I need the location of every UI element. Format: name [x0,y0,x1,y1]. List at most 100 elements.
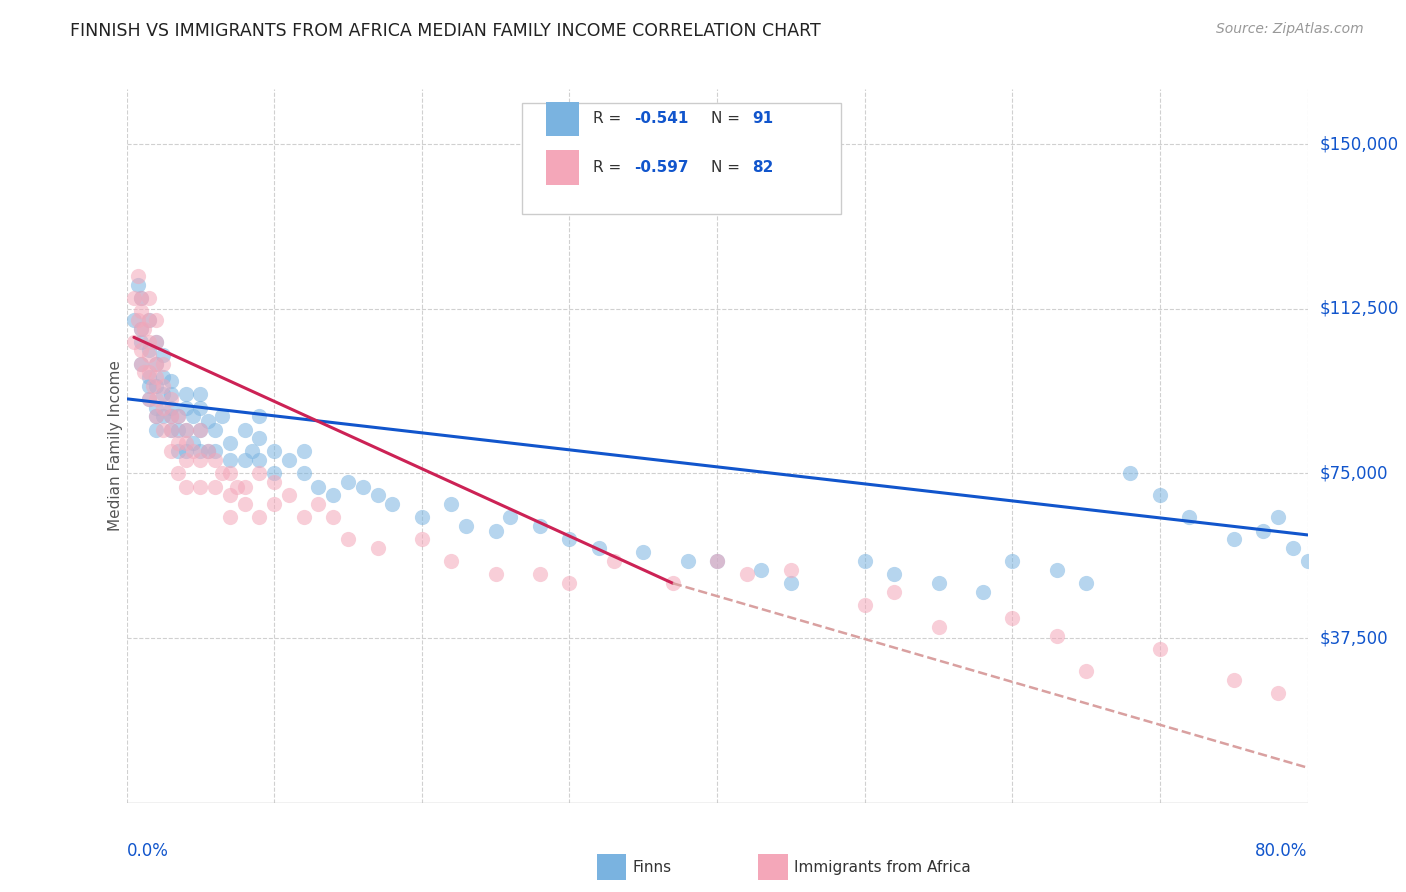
Point [278,453,301,467]
Point [440,497,463,511]
Point [735,567,758,582]
Point [1178,510,1201,524]
Point [211,467,233,481]
Point [122,291,145,305]
Point [307,497,329,511]
Point [129,291,153,305]
Point [188,423,211,437]
Point [138,291,160,305]
Point [1296,554,1319,568]
Point [167,409,190,424]
Point [411,533,433,547]
Point [138,366,160,380]
Point [138,392,160,406]
Point [188,387,211,401]
Point [188,401,211,415]
Point [706,554,728,568]
Point [167,423,190,437]
Point [129,291,153,305]
Point [138,378,160,392]
Point [142,378,165,392]
Point [204,480,226,494]
Text: FINNISH VS IMMIGRANTS FROM AFRICA MEDIAN FAMILY INCOME CORRELATION CHART: FINNISH VS IMMIGRANTS FROM AFRICA MEDIAN… [70,22,821,40]
Point [322,510,344,524]
Point [247,453,270,467]
Point [631,545,654,559]
Point [1222,673,1246,687]
Point [411,510,433,524]
Point [278,488,301,502]
Point [145,392,167,406]
Point [159,409,183,424]
Point [263,475,285,490]
Point [167,409,190,424]
Point [138,312,160,326]
Point [174,435,197,450]
Point [152,378,174,392]
Point [159,374,183,388]
Point [127,312,149,326]
Point [1076,664,1098,678]
Point [1076,576,1098,591]
FancyBboxPatch shape [546,102,579,136]
Point [1149,488,1171,502]
Y-axis label: Median Family Income: Median Family Income [108,360,122,532]
Point [352,480,374,494]
Text: $37,500: $37,500 [1319,629,1388,647]
Point [1282,541,1305,555]
Text: $112,500: $112,500 [1319,300,1399,318]
Point [174,444,197,458]
FancyBboxPatch shape [546,151,579,185]
Point [1267,686,1289,700]
Point [174,401,197,415]
Point [122,312,145,326]
Text: $150,000: $150,000 [1319,135,1399,153]
Point [263,467,285,481]
Point [174,387,197,401]
Point [122,334,145,349]
Point [159,423,183,437]
Point [247,510,270,524]
Point [167,467,190,481]
Text: 0.0%: 0.0% [127,842,169,860]
Point [247,431,270,445]
Point [853,598,876,612]
Point [1267,510,1289,524]
Point [233,423,256,437]
Point [129,357,153,371]
Point [152,423,174,437]
Point [603,554,626,568]
Point [152,348,174,362]
Point [1119,467,1142,481]
Point [484,567,508,582]
Point [779,563,801,577]
Point [152,401,174,415]
Point [138,312,160,326]
Point [292,467,315,481]
Point [219,453,242,467]
Text: R =: R = [593,160,626,175]
Point [292,510,315,524]
Point [167,435,190,450]
Point [226,480,249,494]
Point [529,519,551,533]
Point [181,409,204,424]
Point [263,497,285,511]
Point [152,369,174,384]
Point [247,409,270,424]
Point [152,409,174,424]
Point [263,444,285,458]
Point [181,435,204,450]
Point [440,554,463,568]
Point [972,585,994,599]
FancyBboxPatch shape [596,855,626,880]
Point [219,510,242,524]
Point [204,453,226,467]
Point [145,409,167,424]
Point [588,541,610,555]
Point [159,401,183,415]
Point [751,563,773,577]
Point [1045,563,1069,577]
Text: -0.541: -0.541 [634,112,689,127]
Point [337,533,360,547]
